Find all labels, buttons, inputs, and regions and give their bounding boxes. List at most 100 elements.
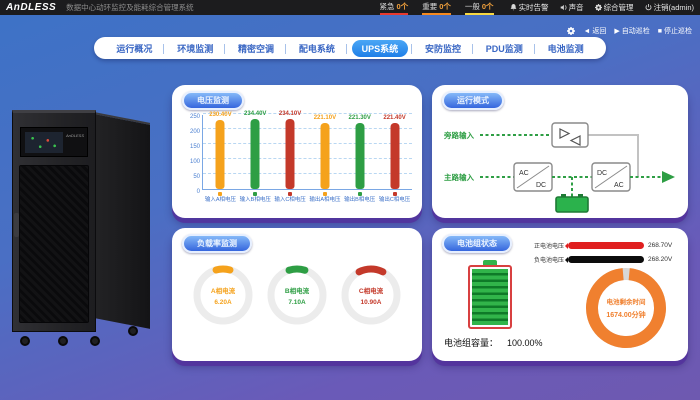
gauge-label: A相电流 <box>210 287 236 295</box>
bar-value-label: 221.30V <box>348 114 371 121</box>
tab-environment[interactable]: 环境监测 <box>163 40 221 57</box>
alarm-major[interactable]: 重要 0个 <box>422 1 451 15</box>
alarm-major-count: 0个 <box>439 1 451 11</box>
y-tick: 200 <box>189 129 200 135</box>
ups-wheel <box>58 336 68 346</box>
alarm-minor[interactable]: 一般 0个 <box>464 1 494 15</box>
ups-wheel <box>20 336 30 346</box>
gauge-text: A相电流 6.20A <box>190 262 256 328</box>
sound-label: 声音 <box>568 3 584 12</box>
back-icon: ◄ <box>583 27 591 35</box>
load-card-title: 负载率监测 <box>182 234 252 253</box>
battery-capacity: 电池组容量： 100.00% <box>444 336 543 349</box>
x-label: 输入A相电压 <box>203 192 238 204</box>
app-logo: AnDLESS <box>6 2 57 13</box>
topbar: AnDLESS 数据中心动环监控及能耗综合管理系统 紧急 0个 重要 0个 一般 0个… <box>0 0 700 15</box>
management-button[interactable]: 综合管理 <box>595 2 634 13</box>
ups-front-panel: AnDLESS <box>12 110 96 332</box>
stop-patrol-button[interactable]: ■ 停止巡检 <box>658 26 692 36</box>
alarm-major-label: 重要 <box>422 1 438 11</box>
legend-marker <box>218 192 223 196</box>
bar-column: 221.40V <box>377 115 412 189</box>
alarm-critical-label: 紧急 <box>379 1 395 11</box>
logout-button[interactable]: 注销(admin) <box>645 2 694 13</box>
gridline <box>203 158 412 159</box>
x-label: 输出C相电压 <box>377 192 412 204</box>
negative-voltage-label: 负电池电压 <box>534 258 565 264</box>
management-label: 综合管理 <box>603 3 634 12</box>
ups-wheel <box>128 326 138 336</box>
operation-mode-card: 运行模式 旁路输入 主路输入 AC DC DC AC <box>432 85 688 218</box>
gauge-value: 6.20A <box>214 298 232 306</box>
realtime-alarm-button[interactable]: 实时告警 <box>510 2 549 13</box>
capacity-label: 电池组容量： <box>444 338 499 348</box>
settings-button[interactable] <box>567 27 575 35</box>
gridline <box>203 128 412 129</box>
tab-battery[interactable]: 电池监测 <box>533 40 592 57</box>
alarm-minor-count: 0个 <box>481 1 494 11</box>
gauge-text: C相电流 10.90A <box>338 262 404 328</box>
gauge-label: C相电流 <box>358 287 384 295</box>
ups-wheel <box>90 336 100 346</box>
legend-marker <box>322 192 327 196</box>
gridline <box>203 143 412 144</box>
bar-value-label: 230.40V <box>209 111 232 118</box>
x-label: 输入B相电压 <box>238 192 273 204</box>
rectifier-dc-label: DC <box>536 182 546 189</box>
y-tick: 100 <box>189 159 200 165</box>
alarm-critical[interactable]: 紧急 0个 <box>379 1 409 15</box>
battery-body <box>468 265 512 329</box>
back-button[interactable]: ◄ 返回 <box>583 26 606 36</box>
legend-marker <box>357 192 362 196</box>
ups-screen <box>25 132 63 153</box>
stop-patrol-label: 停止巡检 <box>664 28 692 35</box>
tab-power-distribution[interactable]: 配电系统 <box>284 40 343 57</box>
tab-security[interactable]: 安防监控 <box>410 40 469 57</box>
bar-column: 234.40V <box>238 111 273 189</box>
positive-voltage-label: 正电池电压 <box>534 244 565 250</box>
speaker-icon <box>560 4 567 11</box>
nav-tabbar: 运行概况 环境监测 精密空调 配电系统 UPS系统 安防监控 PDU监测 电池监… <box>94 37 606 59</box>
gear-icon <box>595 4 602 11</box>
positive-voltage-row: 正电池电压 268.70V <box>534 241 672 250</box>
bar-column: 221.30V <box>342 115 377 189</box>
voltage-bar-chart: 0 50 100 150 200 250 230.40V 234.40V 234… <box>190 111 412 203</box>
y-tick: 50 <box>193 174 200 180</box>
tab-precision-ac[interactable]: 精密空调 <box>224 40 282 57</box>
battery-status-card: 电池组状态 正电池电压 268.70V 负电池电压 268.20V 电池组容量：… <box>432 228 688 361</box>
x-label: 输出B相电压 <box>342 192 377 204</box>
battery-level-icon <box>458 260 522 329</box>
topbar-menu: 实时告警 声音 综合管理 注销(admin) <box>510 2 694 13</box>
alarm-critical-count: 0个 <box>396 1 409 11</box>
remaining-time-label: 电池剩余时间 <box>606 299 646 306</box>
legend-marker <box>253 192 258 196</box>
positive-voltage-bar <box>565 242 645 249</box>
ups-grille <box>19 165 89 323</box>
battery-terminal <box>578 194 583 198</box>
gears-icon <box>567 27 575 35</box>
tab-operation-overview[interactable]: 运行概况 <box>116 43 153 54</box>
x-label: 输入C相电压 <box>273 192 308 204</box>
sound-button[interactable]: 声音 <box>560 2 584 13</box>
capacity-value: 100.00% <box>507 338 543 348</box>
negative-voltage-bar <box>565 256 645 263</box>
x-axis-labels: 输入A相电压 输入B相电压 输入C相电压 输出A相电压 输出B相电压 输出C相电… <box>203 192 412 204</box>
voltage-monitor-card: 电压监测 0 50 100 150 200 250 230.40V 234.40… <box>172 85 422 218</box>
static-switch-box <box>551 122 589 148</box>
mode-card-title: 运行模式 <box>442 91 504 110</box>
tab-pdu[interactable]: PDU监测 <box>471 40 531 57</box>
auto-patrol-button[interactable]: ▶ 自动巡检 <box>614 26 649 36</box>
voltage-bar <box>355 122 365 189</box>
battery-icon <box>555 196 589 213</box>
ups-side-panel <box>94 112 150 329</box>
rectifier-ac-label: AC <box>519 170 529 177</box>
bar-value-label: 234.10V <box>278 110 302 117</box>
legend-marker <box>392 192 397 196</box>
voltage-card-title: 电压监测 <box>182 91 244 110</box>
gauge-value: 10.90A <box>360 298 382 306</box>
diode-icon <box>569 135 581 146</box>
tab-ups-system[interactable]: UPS系统 <box>345 39 409 57</box>
gauge-value: 7.10A <box>288 298 306 306</box>
phase-a-gauge: A相电流 6.20A <box>190 262 256 328</box>
